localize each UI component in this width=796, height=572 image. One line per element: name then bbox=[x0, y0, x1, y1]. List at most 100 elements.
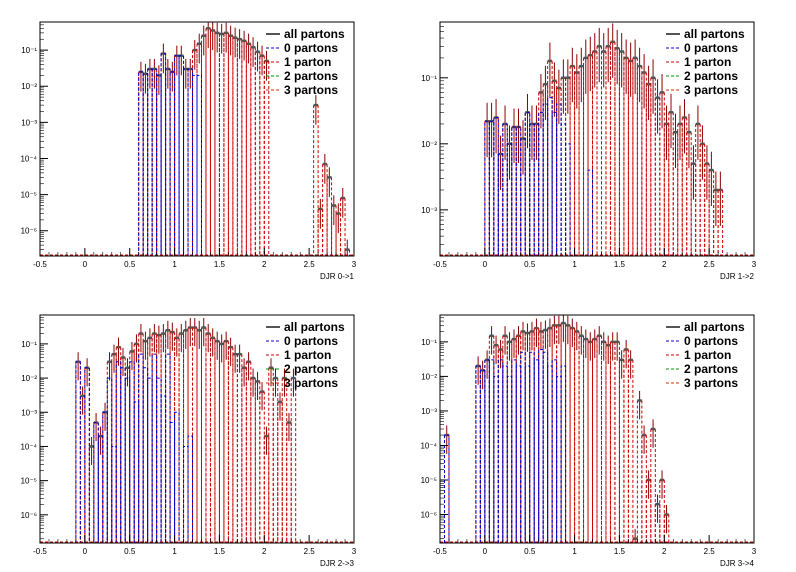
legend-label: 0 partons bbox=[684, 41, 738, 55]
bar-0-partons bbox=[156, 377, 162, 543]
x-tick-label: 2.5 bbox=[704, 547, 716, 556]
bar-0-partons bbox=[515, 126, 522, 256]
x-tick-label: 2 bbox=[662, 260, 667, 269]
x-axis-label: DJR 3->4 bbox=[720, 559, 755, 568]
x-tick-label: 1 bbox=[572, 260, 577, 269]
panel-djr-3-4: -0.5 0 0.5 1 1.5 2 2.5 3 10⁻⁶ 10⁻⁵ 10⁻⁴ 10⁻³ 10⁻² 10⁻… bbox=[420, 314, 757, 568]
bar-0-partons bbox=[520, 351, 526, 543]
x-tick-label: 0 bbox=[483, 547, 488, 556]
x-tick-label: 2 bbox=[662, 547, 667, 556]
bar-0-partons bbox=[479, 369, 486, 543]
bar-0-partons bbox=[183, 445, 189, 543]
y-tick-label: 10⁻⁴ bbox=[420, 441, 437, 450]
bar-0-partons bbox=[111, 445, 117, 543]
bar-0-partons bbox=[147, 377, 153, 543]
bar-0-partons bbox=[187, 435, 194, 543]
y-tick-label: 10⁻² bbox=[21, 374, 37, 383]
plot-frame bbox=[439, 21, 755, 257]
bar-0-partons bbox=[484, 359, 490, 543]
y-tick-label: 10⁻¹ bbox=[21, 340, 37, 349]
panel-djr-2-3: -0.5 0 0.5 1 1.5 2 2.5 3 10⁻⁶ 10⁻⁵ 10⁻⁴ 10⁻³ 10⁻² 10⁻… bbox=[20, 314, 357, 568]
bar-0-partons bbox=[142, 73, 149, 256]
bar-0-partons bbox=[138, 71, 144, 256]
legend-label: 2 partons bbox=[284, 362, 338, 376]
y-tick-label: 10⁻⁶ bbox=[421, 511, 437, 520]
y-tick-label: 10⁻³ bbox=[21, 408, 37, 417]
y-tick-label: 10⁻¹ bbox=[21, 46, 37, 55]
x-tick-label: -0.5 bbox=[33, 260, 47, 269]
y-tick-label: 10⁻³ bbox=[421, 407, 437, 416]
x-tick-label: 2 bbox=[262, 547, 267, 556]
bar-0-partons bbox=[551, 359, 558, 543]
bar-0-partons bbox=[556, 103, 562, 256]
bar-0-partons bbox=[120, 367, 126, 543]
bar-0-partons bbox=[529, 351, 535, 543]
y-tick-label: 10⁻² bbox=[421, 140, 437, 149]
legend-label: 2 partons bbox=[284, 69, 338, 83]
bar-0-partons bbox=[169, 71, 176, 256]
legend-label: all partons bbox=[684, 320, 745, 334]
legend-label: 1 parton bbox=[684, 55, 731, 69]
bar-0-partons bbox=[502, 365, 508, 543]
y-tick-label: 10⁻² bbox=[21, 82, 37, 91]
bar-0-partons bbox=[174, 55, 180, 256]
bar-0-partons bbox=[565, 143, 571, 256]
x-tick-label: 0.5 bbox=[124, 547, 136, 556]
legend-label: 3 partons bbox=[684, 83, 738, 97]
bar-0-partons bbox=[515, 365, 522, 543]
legend-label: 1 parton bbox=[284, 55, 331, 69]
bar-0-partons bbox=[75, 361, 81, 543]
bar-0-partons bbox=[160, 395, 167, 543]
legend-label: all partons bbox=[684, 27, 745, 41]
bar-0-partons bbox=[174, 411, 180, 543]
x-tick-label: 3 bbox=[352, 547, 357, 556]
x-tick-label: 1 bbox=[172, 547, 177, 556]
bar-0-partons bbox=[133, 401, 140, 543]
bar-0-partons bbox=[556, 375, 562, 543]
bar-0-partons bbox=[147, 68, 153, 256]
legend-label: 3 partons bbox=[284, 376, 338, 390]
x-tick-label: 0.5 bbox=[524, 260, 536, 269]
bar-0-partons bbox=[511, 359, 517, 543]
x-tick-label: 0.5 bbox=[524, 547, 536, 556]
x-tick-label: 2 bbox=[262, 260, 267, 269]
y-tick-label: 10⁻⁴ bbox=[20, 154, 37, 163]
legend-label: 0 partons bbox=[284, 41, 338, 55]
y-tick-label: 10⁻³ bbox=[421, 206, 437, 215]
bar-0-partons bbox=[551, 111, 558, 256]
y-tick-label: 10⁻⁵ bbox=[21, 191, 37, 200]
bar-0-partons bbox=[196, 74, 202, 256]
bar-0-partons bbox=[538, 111, 544, 256]
bar-0-partons bbox=[115, 361, 122, 543]
bar-0-partons bbox=[511, 126, 517, 256]
x-tick-label: 1 bbox=[572, 547, 577, 556]
x-axis-label: DJR 0->1 bbox=[320, 272, 355, 281]
legend-label: 1 parton bbox=[284, 348, 331, 362]
bar-0-partons bbox=[533, 359, 540, 543]
bar-0-partons bbox=[165, 68, 171, 256]
y-tick-label: 10⁻⁶ bbox=[21, 511, 37, 520]
bar-0-partons bbox=[192, 74, 198, 256]
panel-djr-0-1: -0.5 0 0.5 1 1.5 2 2.5 3 10⁻⁶ 10⁻⁵ 10⁻⁴ 10⁻³ 10⁻² 10⁻… bbox=[20, 21, 357, 281]
x-tick-label: 2.5 bbox=[704, 260, 716, 269]
bar-0-partons bbox=[169, 422, 176, 543]
y-tick-label: 10⁻² bbox=[421, 372, 437, 381]
legend-label: 3 partons bbox=[684, 376, 738, 390]
panel-djr-1-2: -0.5 0 0.5 1 1.5 2 2.5 3 10⁻³ 10⁻² 10⁻¹ DJR 1->2 all… bbox=[421, 21, 757, 281]
legend-label: 3 partons bbox=[284, 83, 338, 97]
legend-label: 1 parton bbox=[684, 348, 731, 362]
y-tick-label: 10⁻¹ bbox=[421, 74, 437, 83]
x-axis-label: DJR 2->3 bbox=[320, 559, 355, 568]
y-tick-label: 10⁻⁴ bbox=[20, 442, 37, 451]
plot-frame bbox=[39, 21, 355, 257]
bar-0-partons bbox=[106, 377, 113, 543]
bar-0-partons bbox=[475, 365, 481, 543]
bar-0-partons bbox=[520, 138, 526, 256]
x-tick-label: 1.5 bbox=[614, 547, 626, 556]
bar-0-partons bbox=[84, 367, 90, 543]
x-tick-label: 0 bbox=[83, 547, 88, 556]
bar-0-partons bbox=[151, 353, 158, 543]
bar-0-partons bbox=[524, 365, 531, 543]
y-tick-label: 10⁻¹ bbox=[421, 338, 437, 347]
